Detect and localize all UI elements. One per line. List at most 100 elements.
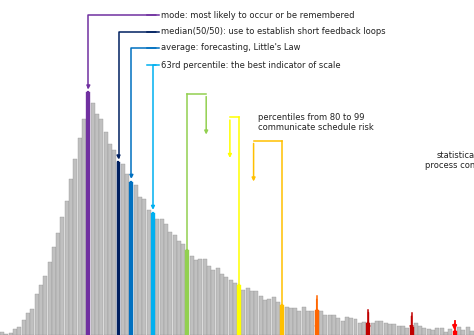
Bar	[181, 244, 185, 335]
Bar	[134, 185, 138, 335]
Bar	[397, 326, 401, 335]
Bar	[453, 331, 456, 335]
Bar	[246, 288, 250, 335]
Bar	[319, 311, 323, 335]
Bar	[78, 138, 82, 335]
Text: 63rd percentile: the best indicator of scale: 63rd percentile: the best indicator of s…	[161, 61, 341, 70]
Bar	[138, 197, 142, 335]
Bar	[173, 235, 176, 335]
Bar	[383, 323, 388, 335]
Bar	[86, 92, 91, 335]
Bar	[371, 323, 375, 335]
Bar	[272, 296, 275, 335]
Bar	[151, 213, 155, 335]
Bar	[185, 250, 190, 335]
Bar	[160, 219, 164, 335]
Bar	[203, 259, 207, 335]
Text: statistical
process control: statistical process control	[425, 151, 474, 171]
Bar	[73, 159, 77, 335]
Bar	[392, 324, 396, 335]
Bar	[142, 199, 146, 335]
Bar	[228, 279, 233, 335]
Bar	[22, 320, 26, 335]
Bar	[164, 223, 168, 335]
Bar	[216, 268, 219, 335]
Bar	[418, 326, 422, 335]
Bar	[470, 331, 474, 335]
Bar	[302, 307, 306, 335]
Bar	[328, 315, 332, 335]
Bar	[280, 305, 284, 335]
Bar	[82, 119, 86, 335]
Bar	[401, 326, 405, 335]
Text: average: forecasting, Little's Law: average: forecasting, Little's Law	[161, 43, 301, 52]
Bar	[177, 241, 181, 335]
Bar	[298, 311, 301, 335]
Bar	[332, 315, 336, 335]
Bar	[410, 327, 413, 335]
Bar	[121, 163, 125, 335]
Bar	[440, 328, 444, 335]
Bar	[341, 321, 345, 335]
Bar	[306, 311, 310, 335]
Bar	[310, 312, 314, 335]
Bar	[207, 266, 211, 335]
Bar	[168, 232, 172, 335]
Bar	[362, 322, 366, 335]
Bar	[43, 275, 47, 335]
Bar	[293, 308, 297, 335]
Bar	[26, 313, 30, 335]
Bar	[250, 291, 254, 335]
Bar	[104, 132, 108, 335]
Bar	[194, 260, 198, 335]
Bar	[422, 328, 427, 335]
Bar	[457, 327, 461, 335]
Bar	[52, 247, 56, 335]
Bar	[237, 285, 241, 335]
Bar	[18, 327, 21, 335]
Bar	[448, 329, 452, 335]
Bar	[431, 330, 435, 335]
Bar	[30, 309, 34, 335]
Bar	[9, 333, 13, 335]
Bar	[289, 308, 293, 335]
Bar	[108, 144, 112, 335]
Bar	[358, 323, 362, 335]
Bar	[190, 256, 194, 335]
Bar	[224, 277, 228, 335]
Text: percentiles from 80 to 99
communicate schedule risk: percentiles from 80 to 99 communicate sc…	[258, 113, 374, 132]
Bar	[91, 103, 95, 335]
Bar	[155, 219, 159, 335]
Bar	[146, 210, 151, 335]
Bar	[125, 174, 129, 335]
Bar	[267, 298, 271, 335]
Bar	[427, 329, 431, 335]
Bar	[65, 201, 69, 335]
Bar	[199, 259, 202, 335]
Bar	[414, 323, 418, 335]
Bar	[39, 285, 43, 335]
Bar	[69, 179, 73, 335]
Bar	[366, 323, 370, 335]
Bar	[379, 321, 383, 335]
Bar	[35, 294, 38, 335]
Bar	[444, 332, 448, 335]
Bar	[13, 329, 17, 335]
Bar	[211, 270, 215, 335]
Bar	[461, 330, 465, 335]
Bar	[345, 318, 349, 335]
Bar	[233, 283, 237, 335]
Bar	[4, 334, 9, 335]
Bar	[95, 114, 99, 335]
Bar	[263, 300, 267, 335]
Bar	[436, 328, 439, 335]
Bar	[129, 182, 133, 335]
Bar	[276, 302, 280, 335]
Bar	[220, 274, 224, 335]
Bar	[315, 310, 319, 335]
Bar	[349, 318, 353, 335]
Bar	[0, 332, 4, 335]
Bar	[259, 295, 263, 335]
Bar	[388, 324, 392, 335]
Bar	[284, 307, 289, 335]
